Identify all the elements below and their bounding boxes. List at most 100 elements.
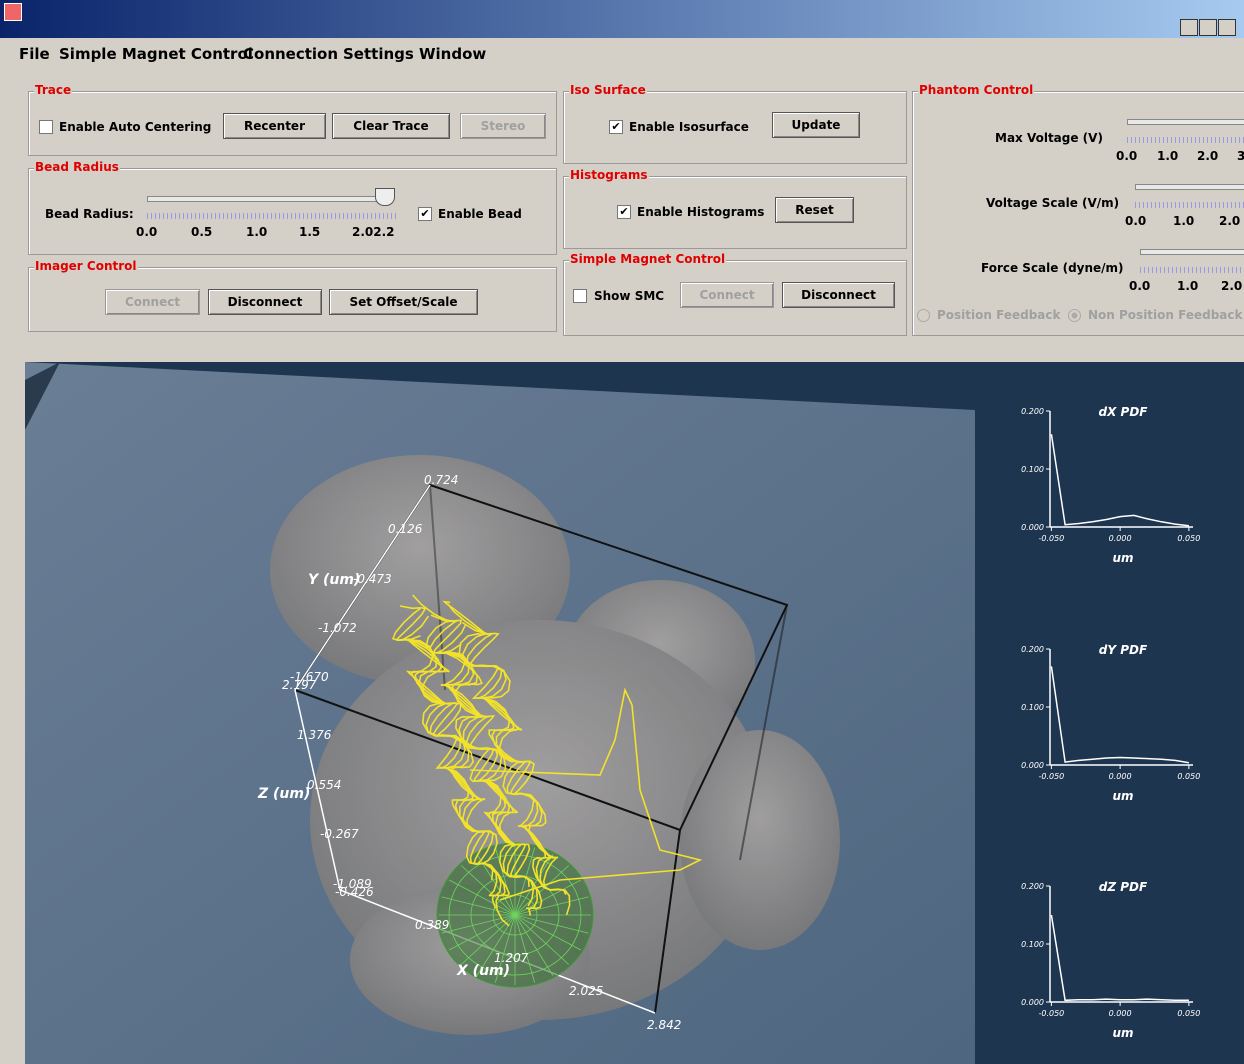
slider-label: Bead Radius: [45,207,134,221]
checkbox-label: Enable Auto Centering [59,120,212,134]
y-tick-label: 0.000 [1021,523,1044,532]
button[interactable]: Update [772,112,860,138]
slider-tick: 2.0 [1197,149,1219,163]
button[interactable]: Disconnect [782,282,895,308]
y-tick-label: 0.100 [1021,465,1044,474]
slider-tick: 3 [1237,149,1244,163]
radio [1068,309,1081,322]
radio-label: Non Position Feedback [1088,308,1243,322]
checkbox-label: Show SMC [594,289,665,303]
axis-title: X (um) [456,963,510,979]
menu-item[interactable]: Settings [343,45,414,63]
slider-track [1127,119,1244,125]
menu-item[interactable]: Connection [243,45,339,63]
slider-ruler [1127,137,1244,143]
axis-tick-label: -1.072 [318,621,357,635]
axis-tick-label: 0.126 [388,522,423,536]
checkbox[interactable]: ✔ [418,207,432,221]
trace-segment [436,623,539,910]
trace-segment [440,643,543,916]
pdf-line [1050,914,1189,1002]
close-button[interactable] [1218,19,1236,36]
slider-ruler [1135,202,1244,208]
button: Connect [105,289,200,315]
button[interactable]: Disconnect [208,289,322,315]
pdf-line [1050,434,1189,527]
x-tick-label: -0.050 [1038,1009,1064,1018]
checkbox-label: Enable Bead [438,207,522,221]
checkbox[interactable] [39,120,53,134]
bead [436,842,594,988]
slider-tick: 2.0 [1219,214,1241,228]
x-axis-title: um [1112,1026,1133,1040]
checkbox-label: Enable Isosurface [629,120,749,134]
menu-item[interactable]: Window [419,45,487,63]
y-tick-label: 0.200 [1021,645,1044,654]
slider-track [1140,249,1244,255]
trace-segment [469,687,703,901]
radio [917,309,930,322]
y-tick-label: 0.200 [1021,882,1044,891]
chart-title: dZ PDF [1099,880,1148,894]
menu-item[interactable]: Simple Magnet Control [59,45,253,63]
imager-control-panel: Imager Control Connect Disconnect Set Of… [28,259,557,332]
slider-label: Voltage Scale (V/m) [986,196,1120,210]
minimize-button[interactable] [1180,19,1198,36]
trace-segment [404,635,506,909]
slider-tick: 2.02.2 [352,225,395,239]
axis-tick-label: 0.724 [424,473,458,487]
slider-tick: 0.0 [1125,214,1147,228]
trace-segment [469,632,571,915]
x-axis-title: um [1112,789,1133,803]
trace-panel: Trace Enable Auto Centering Recenter Cle… [28,83,557,156]
mesh-ring [448,854,582,976]
title-bar [0,0,1244,38]
iso-surface-panel: Iso Surface ✔ Enable Isosurface Update [563,83,907,164]
panel-title: Histograms [569,168,649,182]
slider-tick: 1.5 [299,225,321,239]
maximize-button[interactable] [1199,19,1217,36]
y-tick-label: 0.100 [1021,703,1044,712]
x-tick-label: -0.050 [1038,772,1064,781]
button[interactable]: Reset [775,197,854,223]
axis-tick-label: 2.025 [569,984,603,998]
chart-title: dX PDF [1099,405,1149,419]
histograms-panel: Histograms ✔ Enable Histograms Reset [563,168,907,249]
app-icon [4,3,22,21]
slider-tick: 1.0 [1157,149,1179,163]
button[interactable]: Set Offset/Scale [329,289,478,315]
y-tick-label: 0.000 [1021,998,1044,1007]
chart-title: dY PDF [1099,643,1148,657]
y-tick-label: 0.100 [1021,940,1044,949]
checkbox[interactable]: ✔ [617,205,631,219]
checkbox[interactable] [573,289,587,303]
x-tick-label: 0.050 [1177,1009,1200,1018]
panel-title: Bead Radius [34,160,120,174]
slider-thumb[interactable] [375,188,395,206]
button[interactable]: Clear Trace [332,113,450,139]
checkbox[interactable]: ✔ [609,120,623,134]
slider-tick: 0.5 [191,225,213,239]
axis-tick-label: -0.473 [353,572,392,586]
slider-tick: 0.0 [1116,149,1138,163]
simple-magnet-control-panel: Simple Magnet Control Show SMC Connect D… [563,252,907,336]
menu-item[interactable]: File [19,45,50,63]
slider-track [147,196,389,202]
phantom-control-panel: Phantom Control Max Voltage (V) 0.0 1.0 … [912,83,1244,336]
slider-ruler [1140,267,1244,273]
axis-tick-label: 1.376 [297,728,332,742]
button[interactable]: Recenter [223,113,326,139]
slider-ruler [147,213,397,219]
axis-tick-label: 0.554 [307,778,341,792]
panel-title: Trace [34,83,73,97]
axis-tick-label: 2.842 [647,1018,681,1032]
trace-segment [405,638,510,927]
y-tick-label: 0.000 [1021,761,1044,770]
slider-tick: 1.0 [1177,279,1199,293]
axis-title: Y (um) [308,572,360,588]
slider-tick: 1.0 [1173,214,1195,228]
axis-tick-label: -0.426 [335,885,374,899]
slider-label: Max Voltage (V) [995,131,1103,145]
panel-title: Iso Surface [569,83,647,97]
view-3d: 0.724 0.126 -0.473 -1.072 -1.670 Y (um) … [25,362,1244,1064]
